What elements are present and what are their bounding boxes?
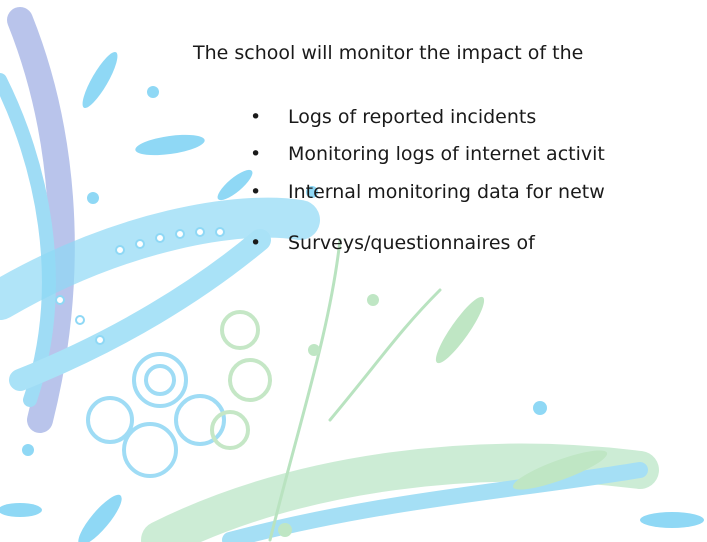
bullet-text: Monitoring logs of internet activit [288, 143, 605, 165]
paragraph: The school will monitor the impact of th… [193, 42, 583, 64]
bullet-text: Internal monitoring data for netw [288, 181, 605, 203]
bullet-text: Surveys/questionnaires of [288, 232, 535, 254]
bullet-text: Logs of reported incidents [288, 106, 536, 128]
background-art [0, 0, 707, 542]
page: {"paragraph": "The school will monitor t… [0, 0, 707, 542]
